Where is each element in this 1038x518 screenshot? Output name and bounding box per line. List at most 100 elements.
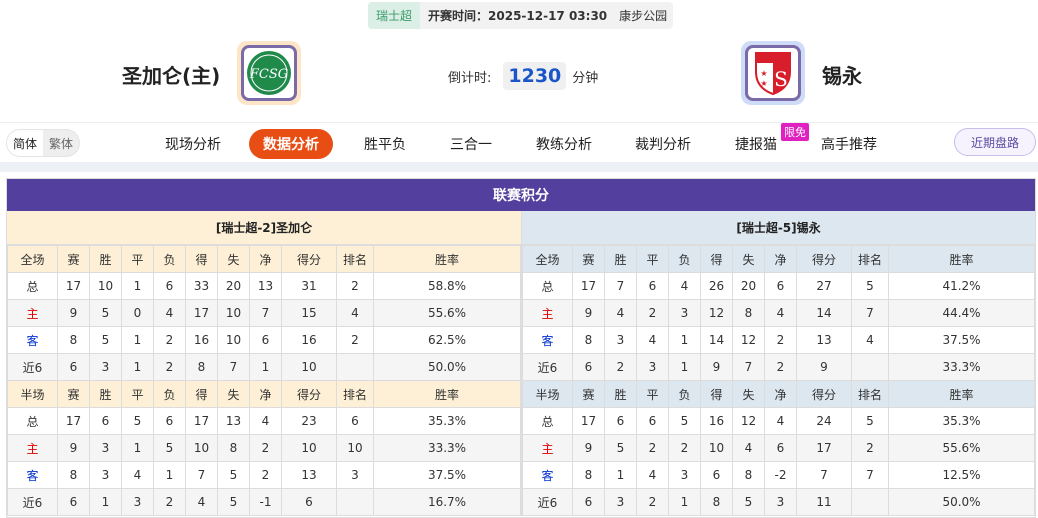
- column-header: 得: [700, 245, 733, 273]
- cell: 6: [604, 407, 637, 435]
- column-header: 胜率: [373, 380, 521, 408]
- cell: 6: [336, 407, 374, 435]
- cell: 10: [281, 353, 337, 381]
- column-header: 失: [732, 245, 765, 273]
- table-row: 主 9 4 2 3 12 8 4 14 7 44.4%: [522, 299, 1035, 327]
- home-team-logo[interactable]: FCSG: [237, 41, 301, 105]
- cell: 6: [764, 272, 797, 300]
- divider: [0, 162, 1038, 172]
- tab-referee-analysis[interactable]: 裁判分析: [635, 137, 691, 153]
- tab-live-analysis[interactable]: 现场分析: [165, 137, 221, 153]
- cell: 55.6%: [888, 434, 1035, 462]
- table-row: 主 9 5 0 4 17 10 7 15 4 55.6%: [7, 299, 521, 327]
- column-header: 得分: [281, 380, 337, 408]
- tab-win-draw-loss[interactable]: 胜平负: [364, 137, 406, 153]
- tab-coach-analysis[interactable]: 教练分析: [536, 137, 592, 153]
- column-header: 得分: [796, 245, 852, 273]
- tab-expert-picks[interactable]: 高手推荐: [821, 137, 877, 153]
- cell: 55.6%: [373, 299, 521, 327]
- tab-three-in-one[interactable]: 三合一: [450, 137, 492, 153]
- cell: 1: [668, 488, 701, 516]
- home-team-name[interactable]: 圣加仑(主): [122, 64, 221, 88]
- column-header: 负: [668, 380, 701, 408]
- cell: 8: [57, 461, 90, 489]
- table-row: 近6 6 3 2 1 8 5 3 11 50.0%: [522, 488, 1035, 516]
- cell: 17: [572, 407, 605, 435]
- cell: [336, 353, 374, 381]
- table-row: 总 17 10 1 6 33 20 13 31 2 58.8%: [7, 272, 521, 300]
- cell: 10: [89, 272, 122, 300]
- cell: 2: [249, 461, 282, 489]
- column-header: 得: [185, 245, 218, 273]
- cell: 3: [668, 461, 701, 489]
- cell: 58.8%: [373, 272, 521, 300]
- league-tag[interactable]: 瑞士超: [368, 2, 421, 29]
- cell: 5: [89, 299, 122, 327]
- cell: 8: [700, 488, 733, 516]
- cell: 6: [572, 353, 605, 381]
- cell: 7: [217, 353, 250, 381]
- cell: 4: [604, 299, 637, 327]
- cell: 4: [636, 326, 669, 354]
- cell: 2: [336, 272, 374, 300]
- cell: 4: [121, 461, 154, 489]
- column-header: 平: [636, 380, 669, 408]
- away-standings: [瑞士超-5]锡永 全场赛胜平负得失净得分 排名 胜率总 17 7 6 4 26 20 6 27 5 4…: [521, 211, 1035, 516]
- column-header: 平: [121, 380, 154, 408]
- cell: 24: [796, 407, 852, 435]
- cell: 3: [89, 434, 122, 462]
- standings-title: 联赛积分: [7, 179, 1035, 211]
- cell: 4: [249, 407, 282, 435]
- cell: 13: [796, 326, 852, 354]
- cell: 17: [572, 272, 605, 300]
- column-header: 平: [636, 245, 669, 273]
- column-header: 全场: [522, 245, 573, 273]
- column-header: 胜: [89, 245, 122, 273]
- column-header: 净: [764, 245, 797, 273]
- lang-traditional[interactable]: 繁体: [49, 136, 74, 151]
- cell: 10: [217, 299, 250, 327]
- header-row: 半场赛胜平负得失净得分 排名 胜率: [522, 380, 1035, 408]
- tab-jiebaomao[interactable]: 捷报猫: [735, 137, 777, 153]
- cell: 6: [281, 488, 337, 516]
- column-header: 赛: [572, 380, 605, 408]
- column-header: 排名: [851, 380, 889, 408]
- column-header: 失: [217, 245, 250, 273]
- cell: 16.7%: [373, 488, 521, 516]
- tab-data-analysis[interactable]: 数据分析: [249, 129, 333, 159]
- row-label: 客: [522, 461, 573, 489]
- column-header: 排名: [336, 380, 374, 408]
- cell: 2: [764, 326, 797, 354]
- column-header: 赛: [57, 245, 90, 273]
- cell: 1: [249, 353, 282, 381]
- cell: 17: [57, 272, 90, 300]
- column-header: 失: [732, 380, 765, 408]
- svg-text:★: ★: [760, 69, 767, 78]
- cell: 1: [89, 488, 122, 516]
- column-header: 平: [121, 245, 154, 273]
- cell: 11: [796, 488, 852, 516]
- column-header: 胜率: [373, 245, 521, 273]
- table-row: 客 8 3 4 1 14 12 2 13 4 37.5%: [522, 326, 1035, 354]
- recent-trends-button[interactable]: 近期盘路: [954, 128, 1036, 156]
- row-label: 近6: [522, 488, 573, 516]
- cell: 3: [668, 299, 701, 327]
- cell: 8: [572, 326, 605, 354]
- language-switch: 简体 繁体: [6, 129, 81, 157]
- header-row: 全场赛胜平负得失净得分 排名 胜率: [7, 245, 521, 273]
- cell: [851, 353, 889, 381]
- cell: 17: [57, 407, 90, 435]
- table-row: 主 9 3 1 5 10 8 2 10 10 33.3%: [7, 434, 521, 462]
- home-standings-table: 全场赛胜平负得失净得分 排名 胜率总 17 10 1 6 33 20 13 31 2 58.8% 主 9 5 0…: [7, 245, 521, 516]
- cell: 4: [185, 488, 218, 516]
- away-team-logo[interactable]: S ★ ★: [741, 41, 805, 105]
- cell: 26: [700, 272, 733, 300]
- away-team-name[interactable]: 锡永: [822, 64, 862, 88]
- cell: 5: [668, 407, 701, 435]
- cell: 2: [636, 299, 669, 327]
- cell: 4: [336, 299, 374, 327]
- cell: 7: [185, 461, 218, 489]
- lang-simplified[interactable]: 简体: [7, 130, 44, 156]
- table-row: 总 17 6 6 5 16 12 4 24 5 35.3%: [522, 407, 1035, 435]
- column-header: 净: [249, 245, 282, 273]
